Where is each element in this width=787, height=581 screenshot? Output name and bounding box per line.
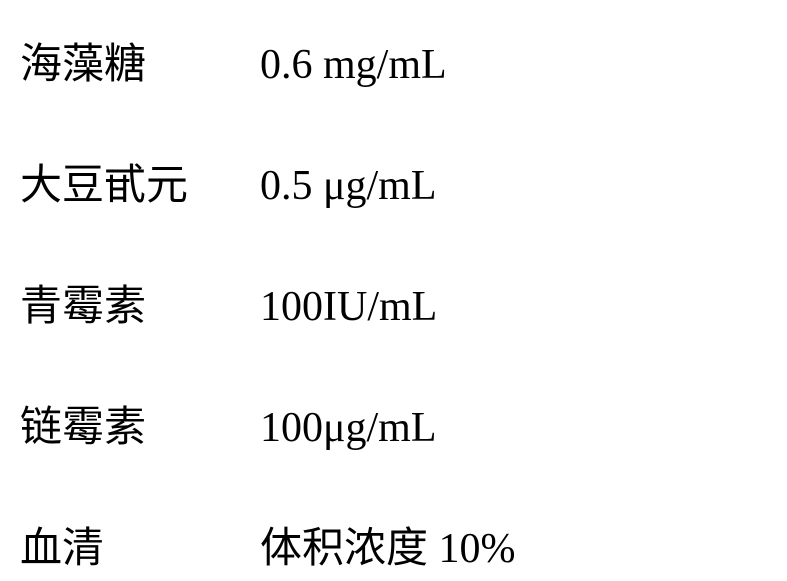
ingredient-value: 100μg/mL bbox=[260, 404, 437, 452]
ingredient-value: 0.5 μg/mL bbox=[260, 162, 437, 210]
ingredient-value: 100IU/mL bbox=[260, 283, 437, 331]
ingredient-label: 海藻糖 bbox=[20, 30, 260, 91]
ingredient-label: 链霉素 bbox=[20, 393, 260, 454]
ingredient-value: 0.6 mg/mL bbox=[260, 41, 447, 89]
ingredient-value: 体积浓度 10% bbox=[260, 514, 516, 575]
page: 海藻糖 0.6 mg/mL 大豆甙元 0.5 μg/mL 青霉素 100IU/m… bbox=[0, 0, 787, 581]
table-row: 青霉素 100IU/mL bbox=[20, 272, 767, 333]
table-row: 海藻糖 0.6 mg/mL bbox=[20, 30, 767, 91]
ingredient-label: 血清 bbox=[20, 514, 260, 575]
ingredient-label: 大豆甙元 bbox=[20, 151, 260, 212]
table-row: 链霉素 100μg/mL bbox=[20, 393, 767, 454]
table-row: 血清 体积浓度 10% bbox=[20, 514, 767, 575]
ingredient-label: 青霉素 bbox=[20, 272, 260, 333]
table-row: 大豆甙元 0.5 μg/mL bbox=[20, 151, 767, 212]
